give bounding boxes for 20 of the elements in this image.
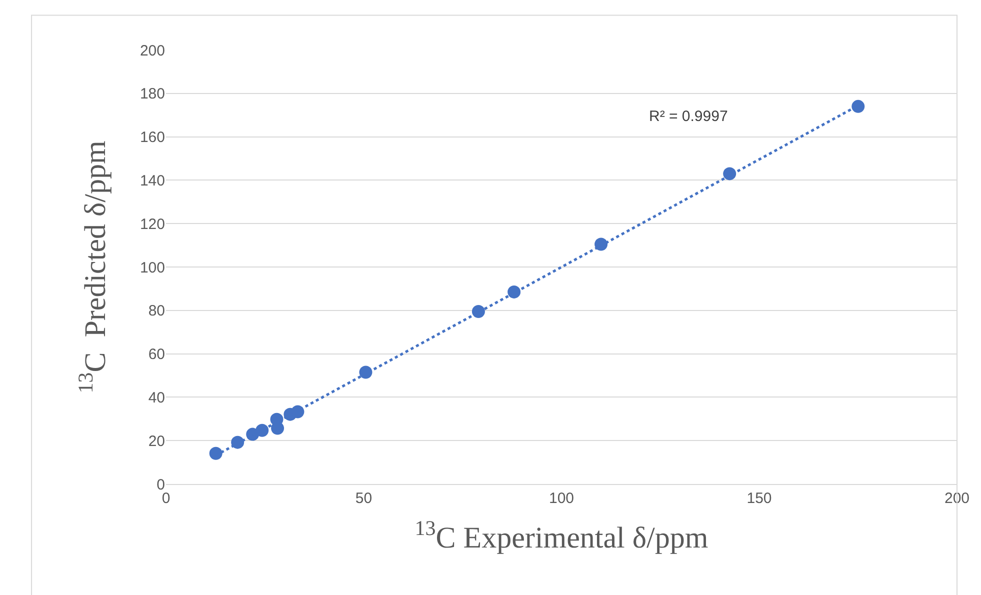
y-tick-label: 60 — [148, 346, 165, 364]
x-tick-label: 100 — [548, 490, 574, 507]
point — [852, 100, 865, 113]
annotation: R² = 0.9997 — [649, 108, 728, 125]
y-tick-label: 0 — [156, 476, 165, 494]
x-tick-label: 200 — [944, 490, 970, 507]
y-tick-label: 140 — [140, 172, 165, 190]
y-tick-label: 120 — [140, 216, 165, 233]
y-tick-label: 80 — [148, 302, 165, 320]
x-tick-label: 150 — [746, 490, 772, 507]
y-tick-label: 160 — [140, 129, 165, 146]
point — [271, 422, 284, 435]
y-tick-label: 20 — [148, 432, 165, 450]
point — [209, 446, 222, 460]
x-axis-title: $^{13}$C Experimental δ/ppm — [414, 516, 708, 554]
y-tick-label: 200 — [140, 42, 165, 60]
y-tick-label: 100 — [140, 259, 165, 276]
x-tick-label: 50 — [355, 490, 372, 507]
y-tick-label: 40 — [148, 389, 165, 406]
y-tick-label: 180 — [140, 86, 165, 103]
